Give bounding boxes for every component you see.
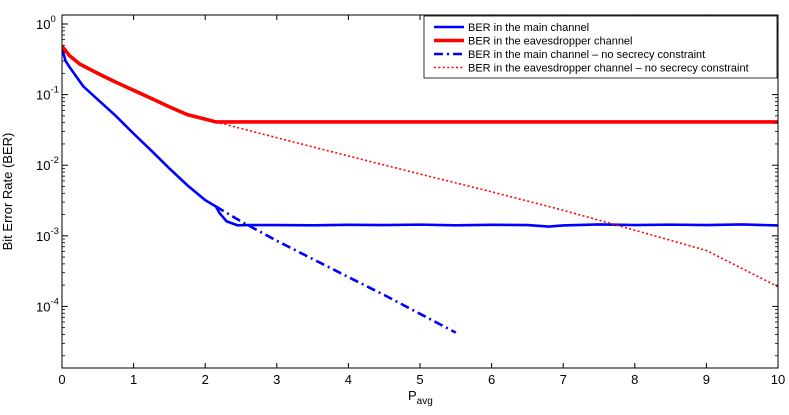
legend-label: BER in the main channel – no secrecy con… [468, 49, 705, 61]
legend: BER in the main channel BER in the eavesd… [423, 15, 778, 79]
y-tick-label: 100 [36, 14, 56, 32]
labels-layer: 0 1 2 3 4 5 6 7 8 9 10 100 10-1 10-2 10-3 10-4 Pavg Bit E… [0, 14, 785, 407]
y-tick-label: 10-3 [36, 226, 59, 244]
x-tick-label: 3 [273, 372, 280, 387]
legend-label: BER in the main channel [468, 22, 589, 34]
x-tick-label: 7 [560, 372, 567, 387]
ticks-layer [61, 15, 779, 368]
x-axis-label: Pavg [408, 388, 433, 407]
x-tick-label: 5 [416, 372, 423, 387]
series-line-2 [62, 45, 778, 124]
series-layer [62, 45, 778, 334]
series-line-3 [215, 205, 457, 334]
x-tick-label: 10 [771, 372, 785, 387]
y-tick-label: 10-1 [36, 85, 59, 103]
y-axis-label: Bit Error Rate (BER) [0, 133, 15, 251]
x-tick-label: 8 [631, 372, 638, 387]
legend-label: BER in the eavesdropper channel – no sec… [468, 63, 749, 75]
x-tick-label: 6 [488, 372, 495, 387]
x-tick-label: 1 [130, 372, 137, 387]
x-tick-label: 9 [703, 372, 710, 387]
x-tick-label: 2 [202, 372, 209, 387]
x-tick-label: 4 [345, 372, 352, 387]
y-tick-label: 10-2 [36, 155, 59, 173]
x-tick-label: 0 [58, 372, 65, 387]
y-tick-label: 10-4 [36, 296, 59, 314]
legend-box [423, 15, 778, 79]
series-line-1 [62, 48, 778, 228]
legend-label: BER in the eavesdropper channel [468, 36, 633, 48]
